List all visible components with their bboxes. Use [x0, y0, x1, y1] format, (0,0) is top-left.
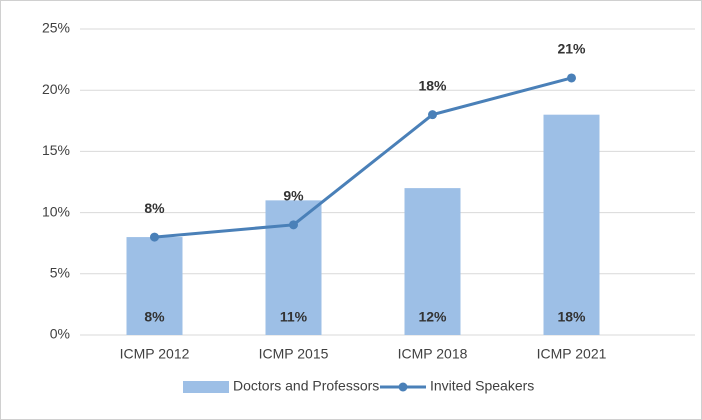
line-value-label: 9% [283, 188, 304, 204]
bar-value-label: 8% [144, 309, 165, 325]
line [154, 76, 572, 239]
bar-value-label: 18% [557, 309, 586, 325]
legend-marker [398, 382, 408, 392]
legend-label: Doctors and Professors [233, 378, 379, 394]
x-tick-label: ICMP 2015 [259, 346, 329, 362]
y-tick-label: 25% [42, 20, 70, 36]
y-tick-label: 5% [50, 265, 70, 281]
x-tick-label: ICMP 2021 [537, 346, 607, 362]
line-marker [289, 220, 298, 230]
bar [404, 188, 461, 335]
line-value-label: 18% [418, 77, 447, 93]
y-tick-label: 10% [42, 203, 70, 219]
line-marker [428, 110, 437, 120]
line-marker [567, 73, 576, 83]
legend-label: Invited Speakers [430, 378, 534, 394]
bar [543, 114, 600, 336]
legend-swatch [183, 381, 229, 393]
x-tick-label: ICMP 2018 [398, 346, 468, 362]
line-marker [150, 232, 159, 242]
bar-value-label: 11% [280, 309, 308, 325]
bar-value-label: 12% [418, 309, 447, 325]
line-value-label: 8% [144, 200, 165, 216]
y-tick-label: 15% [42, 142, 70, 158]
y-tick-label: 20% [42, 81, 70, 97]
bar [126, 237, 183, 335]
x-tick-label: ICMP 2012 [120, 346, 190, 362]
y-tick-label: 0% [50, 326, 70, 342]
line-value-label: 21% [557, 41, 586, 57]
